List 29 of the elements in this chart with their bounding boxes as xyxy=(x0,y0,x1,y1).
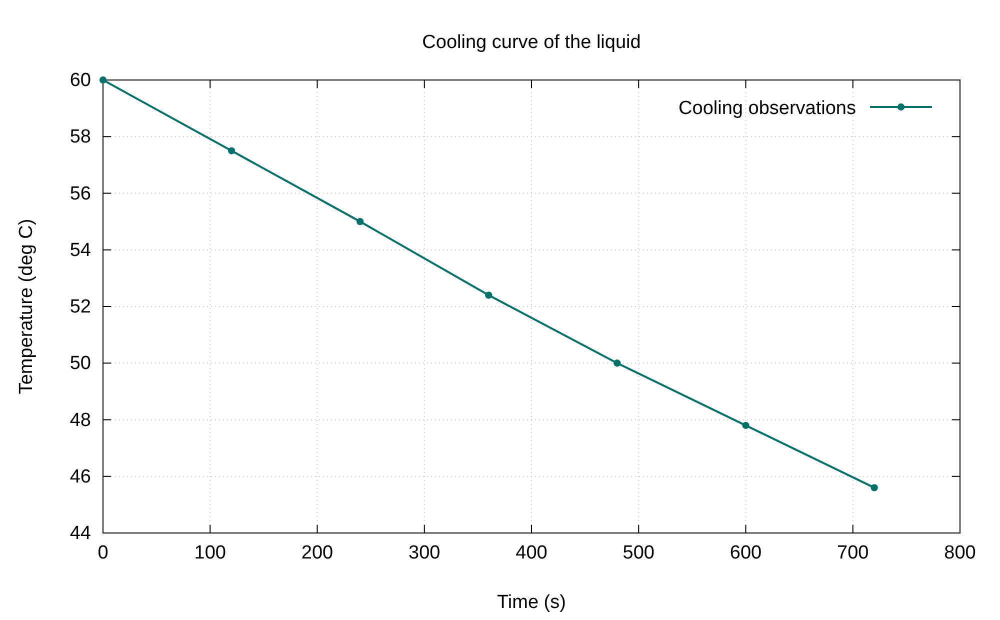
point xyxy=(99,76,107,84)
y-tick-label: 48 xyxy=(70,410,91,431)
point xyxy=(870,484,878,492)
y-tick-label: 56 xyxy=(70,183,91,204)
chart-title: Cooling curve of the liquid xyxy=(422,32,641,53)
x-tick-label: 0 xyxy=(98,542,108,564)
point xyxy=(485,292,492,299)
x-tick-label: 500 xyxy=(622,542,654,564)
x-tick-label: 700 xyxy=(837,542,869,564)
y-tick-label: 44 xyxy=(70,523,92,544)
y-tick-label: 50 xyxy=(70,353,91,374)
y-tick-label: 54 xyxy=(70,240,92,261)
y-tick-label: 58 xyxy=(70,126,91,148)
y-tick-label: 52 xyxy=(70,296,91,318)
y-tick-label: 46 xyxy=(70,466,91,488)
x-tick-label: 600 xyxy=(730,542,762,564)
x-tick-label: 100 xyxy=(194,542,226,564)
point xyxy=(614,360,621,367)
x-tick-label: 800 xyxy=(944,542,976,564)
point xyxy=(228,147,236,154)
y-axis-title: Temperature (deg C) xyxy=(16,218,37,394)
x-tick-label: 400 xyxy=(516,542,548,564)
point xyxy=(742,422,750,429)
y-tick-label: 60 xyxy=(70,70,91,92)
legend-label: Cooling observations xyxy=(678,98,856,119)
x-tick-label: 300 xyxy=(408,542,440,564)
x-axis-title: Time (s) xyxy=(497,592,566,613)
x-tick-label: 200 xyxy=(301,542,334,564)
point xyxy=(356,218,364,226)
